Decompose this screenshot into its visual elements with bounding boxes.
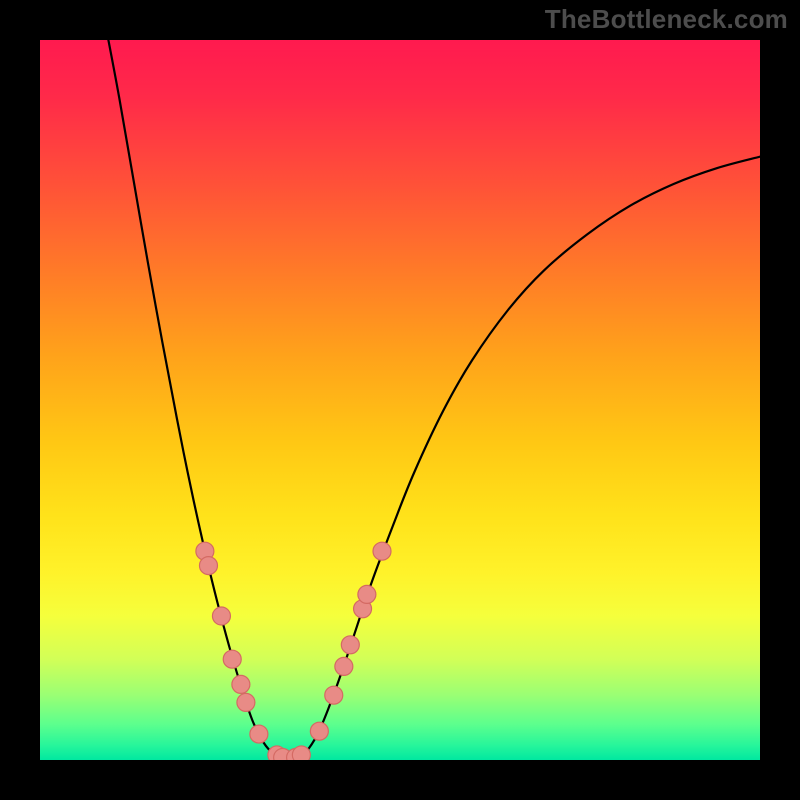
data-marker: [341, 636, 359, 654]
data-marker: [237, 693, 255, 711]
data-marker: [292, 746, 310, 760]
data-marker: [212, 607, 230, 625]
data-marker: [199, 557, 217, 575]
data-marker: [358, 585, 376, 603]
data-marker: [335, 657, 353, 675]
data-marker: [250, 725, 268, 743]
data-marker: [223, 650, 241, 668]
bottleneck-chart: [40, 40, 760, 760]
data-marker: [325, 686, 343, 704]
data-marker: [232, 675, 250, 693]
gradient-background: [40, 40, 760, 760]
watermark-label: TheBottleneck.com: [545, 4, 788, 35]
data-marker: [310, 722, 328, 740]
chart-frame: TheBottleneck.com: [0, 0, 800, 800]
data-marker: [373, 542, 391, 560]
